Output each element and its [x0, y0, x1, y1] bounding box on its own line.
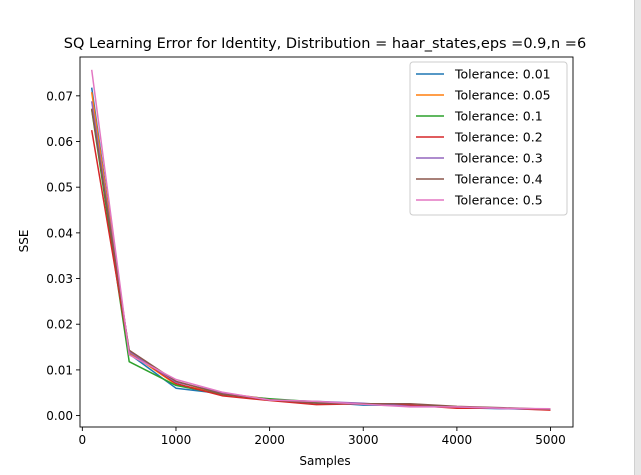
legend: Tolerance: 0.01 Tolerance: 0.05 Tolerance:… [409, 61, 568, 216]
plot-frame [79, 56, 574, 428]
window-edge [634, 0, 641, 475]
x-tick-label: 5000 [535, 433, 566, 447]
y-tick-label: 0.04 [46, 226, 73, 240]
legend-label: Tolerance: 0.3 [454, 151, 543, 166]
y-tick-label: 0.07 [46, 89, 73, 103]
legend-label: Tolerance: 0.5 [454, 193, 543, 208]
series-line [90, 69, 551, 410]
legend-label: Tolerance: 0.2 [454, 130, 543, 145]
legend-box [409, 61, 568, 216]
y-tick-label: 0.05 [46, 181, 73, 195]
y-axis-label: SSE [17, 230, 31, 253]
y-tick-label: 0.02 [46, 318, 73, 332]
x-tick-label: 0 [79, 433, 87, 447]
legend-label: Tolerance: 0.05 [454, 88, 551, 103]
y-tick-label: 0.01 [46, 363, 73, 377]
x-tick-label: 4000 [442, 433, 473, 447]
series-line [90, 129, 551, 411]
x-tick-label: 2000 [254, 433, 285, 447]
y-tick-label: 0.00 [46, 409, 73, 423]
x-tick-label: 3000 [348, 433, 379, 447]
y-tick-label: 0.03 [46, 272, 73, 286]
legend-label: Tolerance: 0.01 [454, 67, 551, 82]
y-tick-label: 0.06 [46, 135, 73, 149]
x-tick-label: 1000 [161, 433, 192, 447]
chart-title: SQ Learning Error for Identity, Distribu… [64, 36, 586, 52]
legend-label: Tolerance: 0.4 [454, 172, 543, 187]
legend-label: Tolerance: 0.1 [454, 109, 543, 124]
x-axis-label: Samples [299, 454, 350, 468]
